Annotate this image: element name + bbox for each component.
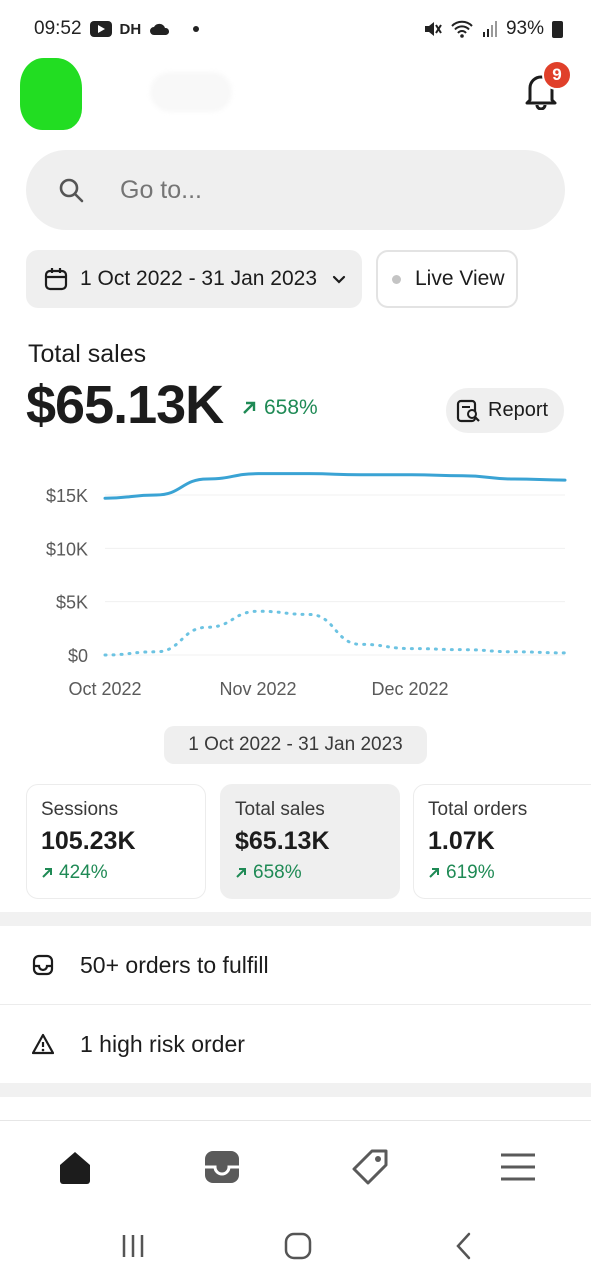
metric-card-sessions[interactable]: Sessions 105.23K 424% bbox=[26, 784, 206, 899]
home-icon bbox=[60, 1152, 90, 1184]
search-icon bbox=[59, 178, 84, 203]
back-button[interactable] bbox=[444, 1226, 484, 1266]
wifi-icon bbox=[451, 20, 473, 38]
report-button[interactable]: Report bbox=[446, 388, 564, 433]
search-input[interactable] bbox=[120, 175, 500, 205]
metric-card-total-orders[interactable]: Total orders 1.07K 619% bbox=[413, 784, 591, 899]
store-name-redacted bbox=[150, 72, 232, 112]
youtube-icon bbox=[89, 21, 112, 37]
series-line-comparison bbox=[103, 609, 567, 657]
report-icon bbox=[456, 399, 480, 422]
signal-icon bbox=[482, 21, 497, 37]
status-bar: 09:52 DH 93% bbox=[0, 0, 591, 58]
recent-apps-button[interactable] bbox=[113, 1226, 153, 1266]
back-chevron-icon bbox=[456, 1232, 471, 1260]
task-separator bbox=[0, 1004, 591, 1005]
section-divider bbox=[0, 1083, 591, 1097]
notification-count-badge: 9 bbox=[542, 60, 572, 90]
x-tick-label: Dec 2022 bbox=[371, 679, 448, 699]
arrow-up-right-icon bbox=[429, 868, 439, 878]
nav-products[interactable] bbox=[348, 1145, 392, 1189]
x-tick-label: Nov 2022 bbox=[219, 679, 296, 699]
sales-line-chart: $15K $10K $5K $0 Oct 2022 Nov 2022 Dec 2022 bbox=[46, 472, 567, 699]
hamburger-menu-icon bbox=[501, 1153, 535, 1181]
task-label: 1 high risk order bbox=[80, 1030, 245, 1057]
chart-range-pill[interactable]: 1 Oct 2022 - 31 Jan 2023 bbox=[164, 726, 427, 764]
metric-change: 619% bbox=[428, 862, 591, 884]
task-label: 50+ orders to fulfill bbox=[80, 951, 269, 978]
date-range-button[interactable]: 1 Oct 2022 - 31 Jan 2023 bbox=[26, 250, 362, 308]
orders-inbox-icon bbox=[205, 1151, 239, 1183]
series-line-current bbox=[103, 472, 567, 500]
x-tick-label: Oct 2022 bbox=[68, 679, 141, 699]
mute-icon bbox=[424, 22, 442, 36]
task-high-risk-order[interactable]: 1 high risk order bbox=[0, 1005, 591, 1083]
status-time: 09:52 bbox=[34, 18, 82, 39]
total-sales-change-value: 658% bbox=[264, 396, 318, 419]
tag-icon bbox=[352, 1149, 388, 1185]
system-home-icon bbox=[284, 1232, 312, 1260]
metric-value: 1.07K bbox=[428, 827, 495, 855]
metric-card-total-sales[interactable]: Total sales $65.13K 658% bbox=[220, 784, 400, 899]
metric-change-value: 424% bbox=[59, 862, 108, 883]
total-sales-change: 658% bbox=[240, 396, 318, 420]
status-carrier-tag: DH bbox=[119, 20, 142, 38]
metric-change: 424% bbox=[41, 862, 205, 884]
arrow-up-right-icon bbox=[243, 401, 256, 414]
recent-apps-icon bbox=[122, 1235, 144, 1257]
y-tick-label: $0 bbox=[68, 646, 88, 666]
store-avatar[interactable] bbox=[20, 58, 82, 130]
date-range-label: 1 Oct 2022 - 31 Jan 2023 bbox=[80, 267, 317, 290]
live-view-label: Live View bbox=[415, 267, 505, 290]
nav-menu[interactable] bbox=[496, 1145, 540, 1189]
metric-label: Total sales bbox=[235, 799, 325, 820]
chevron-down-icon bbox=[332, 275, 346, 284]
cloud-icon bbox=[150, 23, 170, 35]
metric-change-value: 658% bbox=[253, 862, 302, 883]
home-system-button[interactable] bbox=[278, 1226, 318, 1266]
nav-orders[interactable] bbox=[200, 1145, 244, 1189]
y-tick-label: $5K bbox=[56, 593, 88, 613]
arrow-up-right-icon bbox=[236, 868, 246, 878]
metric-value: 105.23K bbox=[41, 827, 136, 855]
notification-dot-icon bbox=[193, 26, 200, 32]
total-sales-value: $65.13K bbox=[26, 375, 224, 435]
metric-value: $65.13K bbox=[235, 827, 330, 855]
live-status-dot-icon bbox=[392, 274, 401, 284]
nav-home[interactable] bbox=[53, 1145, 97, 1189]
metric-change: 658% bbox=[235, 862, 399, 884]
live-view-button[interactable]: Live View bbox=[376, 250, 518, 308]
bottom-navigation bbox=[0, 1120, 591, 1212]
battery-percentage: 93% bbox=[505, 18, 544, 39]
y-tick-label: $10K bbox=[46, 539, 88, 559]
section-divider bbox=[0, 912, 591, 926]
task-orders-to-fulfill[interactable]: 50+ orders to fulfill bbox=[0, 926, 591, 1004]
inbox-icon bbox=[32, 954, 54, 976]
metric-label: Total orders bbox=[428, 799, 528, 820]
metric-label: Sessions bbox=[41, 799, 119, 820]
report-label: Report bbox=[488, 399, 549, 421]
battery-icon bbox=[552, 20, 563, 38]
system-navigation-bar bbox=[0, 1212, 591, 1280]
metric-change-value: 619% bbox=[446, 862, 495, 883]
arrow-up-right-icon bbox=[42, 868, 52, 878]
total-sales-label: Total sales bbox=[28, 340, 147, 368]
y-tick-label: $15K bbox=[46, 486, 88, 506]
search-bar[interactable] bbox=[26, 150, 565, 230]
warning-icon bbox=[32, 1033, 54, 1055]
calendar-icon bbox=[44, 268, 68, 291]
